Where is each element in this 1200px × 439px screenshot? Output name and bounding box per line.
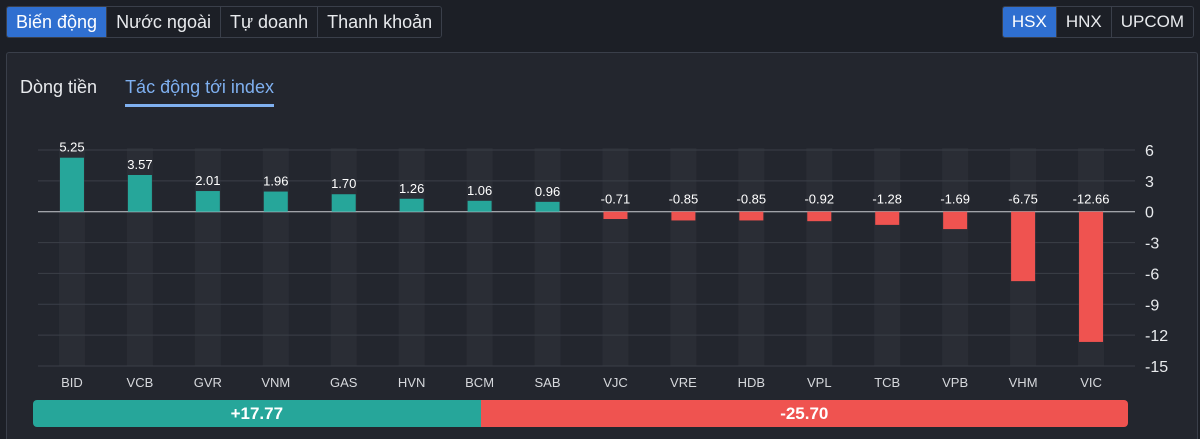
tab-hsx[interactable]: HSX <box>1002 7 1057 37</box>
bar-bcm <box>467 200 492 212</box>
x-tick-label: GVR <box>194 375 222 390</box>
bar-vre <box>671 211 696 221</box>
x-tick-label: HVN <box>398 375 425 390</box>
bar-sab <box>535 201 560 212</box>
column-bg <box>398 148 425 366</box>
value-label: 1.06 <box>467 183 492 198</box>
x-tick-label: VHM <box>1009 375 1038 390</box>
value-label: 1.26 <box>399 181 424 196</box>
x-tick-label: HDB <box>738 375 765 390</box>
x-tick-label: GAS <box>330 375 358 390</box>
x-tick-label: VCB <box>127 375 154 390</box>
view-tabs: Biến động Nước ngoài Tự doanh Thanh khoả… <box>6 6 443 38</box>
bar-vic <box>1079 211 1104 342</box>
tab-bien-dong[interactable]: Biến động <box>7 7 108 37</box>
value-label: -0.85 <box>669 192 699 207</box>
x-tick-label: VPB <box>942 375 968 390</box>
bar-vnm <box>263 191 288 212</box>
bar-vhm <box>1011 211 1036 282</box>
column-bg <box>670 148 697 366</box>
value-label: -0.85 <box>737 192 767 207</box>
exchange-tabs: HSX HNX UPCOM <box>1001 6 1194 38</box>
bar-tcb <box>875 211 900 225</box>
value-label: 0.96 <box>535 184 560 199</box>
tab-nuoc-ngoai[interactable]: Nước ngoài <box>107 7 221 37</box>
value-label: 5.25 <box>59 140 84 155</box>
x-tick-label: BCM <box>465 375 494 390</box>
positive-impact-total: +17.77 <box>33 400 481 427</box>
tab-hnx[interactable]: HNX <box>1056 7 1112 37</box>
x-tick-label: TCB <box>874 375 900 390</box>
x-tick-label: VRE <box>670 375 697 390</box>
value-label: -6.75 <box>1008 192 1038 207</box>
y-tick-label: 3 <box>1145 174 1154 191</box>
tab-upcom[interactable]: UPCOM <box>1111 7 1193 37</box>
value-label: 1.70 <box>331 176 356 191</box>
y-tick-label: -12 <box>1145 328 1168 345</box>
y-tick-label: -9 <box>1145 297 1159 314</box>
x-tick-label: VNM <box>261 375 290 390</box>
column-bg <box>806 148 833 366</box>
column-bg <box>330 148 357 366</box>
y-tick-label: -15 <box>1145 359 1168 376</box>
bar-gas <box>331 194 356 212</box>
value-label: 2.01 <box>195 173 220 188</box>
tab-tac-dong-index[interactable]: Tác động tới index <box>125 77 274 107</box>
index-impact-chart: 6 3 0 -3 -6 -9 -12 -15 5.25 BID 3.57 VCB 2.01 GVR 1.96… <box>38 140 1168 390</box>
y-tick-label: -6 <box>1145 266 1159 283</box>
bar-vpb <box>943 211 968 230</box>
y-tick-label: 6 <box>1145 143 1154 160</box>
bar-hvn <box>399 198 424 212</box>
value-label: -1.28 <box>872 192 902 207</box>
value-label: -12.66 <box>1073 192 1110 207</box>
column-bg <box>534 148 561 366</box>
y-tick-label: -3 <box>1145 236 1159 253</box>
y-tick-label: 0 <box>1145 205 1154 222</box>
value-label: -0.92 <box>804 192 834 207</box>
bar-vcb <box>127 174 152 212</box>
x-tick-label: VIC <box>1080 375 1102 390</box>
x-tick-label: BID <box>61 375 83 390</box>
tab-tu-doanh[interactable]: Tự doanh <box>220 7 319 37</box>
column-bg <box>262 148 289 366</box>
bar-gvr <box>195 191 220 212</box>
column-bg <box>466 148 493 366</box>
chart-sub-tabs: Dòng tiền Tác động tới index <box>20 77 274 107</box>
column-bg <box>874 148 901 366</box>
column-bg <box>602 148 629 366</box>
tab-thanh-khoan[interactable]: Thanh khoản <box>318 7 442 37</box>
column-bg <box>194 148 221 366</box>
negative-impact-total: -25.70 <box>480 400 1128 427</box>
x-tick-label: VJC <box>603 375 628 390</box>
impact-summary-bar: +17.77 -25.70 <box>33 400 1128 427</box>
column-bg <box>738 148 765 366</box>
bar-bid <box>59 157 84 212</box>
value-label: 1.96 <box>263 174 288 189</box>
column-bg <box>942 148 969 366</box>
value-label: -1.69 <box>940 192 970 207</box>
value-label: -0.71 <box>601 192 631 207</box>
value-label: 3.57 <box>127 157 152 172</box>
tab-dong-tien[interactable]: Dòng tiền <box>20 77 98 97</box>
bar-vjc <box>603 211 628 220</box>
x-tick-label: VPL <box>807 375 832 390</box>
x-tick-label: SAB <box>535 375 561 390</box>
bar-vpl <box>807 211 832 222</box>
bar-hdb <box>739 211 764 221</box>
